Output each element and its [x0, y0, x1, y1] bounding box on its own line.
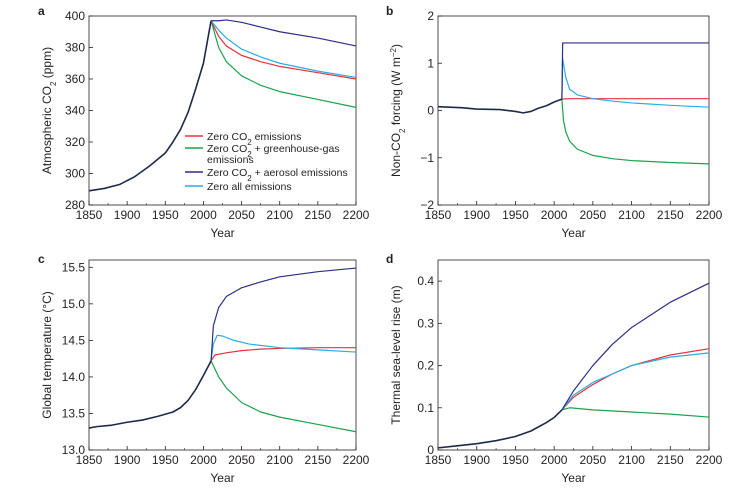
x-tick-label: 1850	[76, 208, 103, 222]
x-tick-label: 1900	[114, 453, 141, 467]
x-tick-label: 2200	[696, 208, 723, 222]
x-tick-label: 2150	[657, 453, 684, 467]
y-axis-label: Atmospheric CO2 (ppm)	[40, 47, 58, 174]
x-tick-label: 2050	[228, 453, 255, 467]
series-line-zero_all	[561, 352, 710, 411]
y-tick-label: 13.0	[62, 443, 86, 457]
panel-b: 1850 1900 1950 2000 2050 2100 2150 2200 −2 −1 0 1 2 Y…	[386, 4, 723, 240]
x-tick-label: 2100	[266, 453, 293, 467]
series-line-historical	[437, 98, 563, 114]
panel-d: 1850 1900 1950 2000 2050 2100 2150 2200 0 0.1 0.2 0…	[386, 252, 723, 485]
x-tick-label: 2150	[305, 453, 332, 467]
y-tick-label: −2	[420, 198, 434, 212]
y-axis-label: Thermal sea-level rise (m)	[389, 285, 403, 424]
y-tick-label: 280	[65, 198, 85, 212]
x-axis-label: Year	[210, 471, 234, 485]
series-line-zero_co2_ghg	[561, 407, 710, 418]
y-tick-label: 13.5	[62, 406, 86, 420]
legend-label: Zero CO2 emissions	[207, 131, 301, 147]
y-tick-label: 0.3	[417, 316, 434, 330]
y-tick-label: 320	[65, 135, 85, 149]
y-tick-label: 380	[65, 41, 85, 55]
panel-letter: b	[386, 4, 393, 18]
x-tick-label: 1850	[425, 208, 452, 222]
y-tick-label: 0.1	[417, 401, 434, 415]
x-axis-label: Year	[561, 471, 585, 485]
series-line-zero_co2_ghg	[210, 360, 357, 433]
x-tick-label: 2050	[580, 453, 607, 467]
x-tick-label: 2050	[228, 208, 255, 222]
y-tick-label: 0	[427, 104, 434, 118]
series-line-zero_co2_aerosol	[561, 42, 709, 100]
series-line-historical	[88, 360, 212, 429]
series-line-zero_all	[210, 20, 357, 79]
panel-letter: c	[38, 252, 45, 266]
series-line-zero_co2_aerosol	[211, 19, 357, 47]
x-tick-label: 2200	[343, 453, 370, 467]
y-tick-label: 14.5	[62, 333, 86, 347]
x-tick-label: 2000	[541, 453, 568, 467]
series-line-zero_co2	[561, 348, 710, 411]
panel-a: 1850 1900 1950 2000 2050 2100 2150 2200 280 300 32…	[38, 4, 370, 240]
legend-label: Zero CO2 + aerosol emissions	[207, 167, 348, 183]
series-line-zero_co2_ghg	[561, 99, 710, 165]
panel-letter: d	[386, 252, 393, 266]
x-tick-label: 1950	[152, 208, 179, 222]
x-tick-label: 2150	[657, 208, 684, 222]
x-tick-label: 2200	[343, 208, 370, 222]
x-tick-label: 1850	[76, 453, 103, 467]
x-tick-label: 2000	[541, 208, 568, 222]
y-tick-label: 340	[65, 104, 85, 118]
series-line-zero_co2	[210, 347, 356, 362]
y-tick-label: 400	[65, 9, 85, 23]
y-tick-label: 300	[65, 167, 85, 181]
series-line-zero_co2_aerosol	[561, 282, 710, 411]
x-tick-label: 2100	[618, 208, 645, 222]
y-tick-label: 0	[427, 443, 434, 457]
series-line-zero_co2_aerosol	[210, 267, 357, 361]
x-tick-label: 1950	[502, 208, 529, 222]
y-tick-label: 0.4	[417, 274, 434, 288]
x-tick-label: 1900	[463, 453, 490, 467]
series-line-zero_all	[210, 334, 357, 361]
y-tick-label: 1	[427, 56, 434, 70]
x-tick-label: 2100	[618, 453, 645, 467]
series-line-historical	[437, 409, 563, 449]
y-tick-label: 15.0	[62, 297, 86, 311]
x-tick-label: 2000	[190, 453, 217, 467]
x-tick-label: 2050	[580, 208, 607, 222]
legend-label: Zero all emissions	[207, 181, 292, 193]
y-tick-label: 0.2	[417, 359, 434, 373]
x-tick-label: 2000	[190, 208, 217, 222]
x-tick-label: 2100	[266, 208, 293, 222]
panel-c: 1850 1900 1950 2000 2050 2100 2150 2200 13.0 13.5…	[38, 252, 370, 485]
x-tick-label: 1850	[425, 453, 452, 467]
series-line-zero_co2_ghg	[210, 20, 357, 108]
series-line-zero_co2	[210, 20, 357, 80]
plot-frame	[437, 15, 710, 206]
x-tick-label: 2150	[305, 208, 332, 222]
x-tick-label: 2200	[696, 453, 723, 467]
series-line-historical	[88, 20, 212, 192]
x-tick-label: 1950	[152, 453, 179, 467]
y-tick-label: 360	[65, 72, 85, 86]
y-axis-label: Global temperature (°C)	[40, 291, 54, 419]
y-tick-label: 14.0	[62, 370, 86, 384]
legend-label: Zero CO2 + greenhouse-gas	[207, 143, 340, 159]
y-tick-label: 2	[427, 9, 434, 23]
y-axis-label: Non-CO2 forcing (W m−2)	[389, 44, 407, 177]
y-tick-label: 15.5	[62, 260, 86, 274]
x-tick-label: 1900	[463, 208, 490, 222]
x-axis-label: Year	[561, 226, 585, 240]
legend-label-line2: emissions	[207, 154, 254, 166]
series-line-zero_all	[561, 57, 710, 108]
panel-letter: a	[38, 4, 45, 18]
x-tick-label: 1900	[114, 208, 141, 222]
y-tick-label: −1	[420, 151, 434, 165]
x-tick-label: 1950	[502, 453, 529, 467]
x-axis-label: Year	[210, 226, 234, 240]
